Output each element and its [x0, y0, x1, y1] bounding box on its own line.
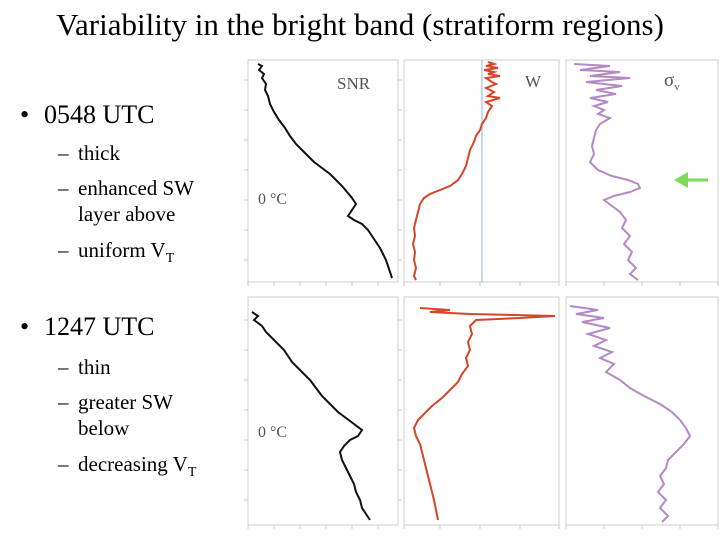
panel-frame-snr-bottom: [247, 296, 399, 526]
sub-item-text: thin: [78, 355, 111, 379]
sub-item-text: decreasing V: [78, 452, 188, 476]
panel-frame-sigma-top: [565, 59, 719, 283]
snr-profile-top: [257, 63, 393, 279]
sub-item-text: enhanced SW: [78, 176, 195, 200]
sub-item-greater-sw: – greater SW below: [58, 389, 173, 441]
sub-item-text-cont: below: [78, 416, 130, 440]
w-profile-top: [411, 61, 501, 281]
bullet-0548-utc: • 0548 UTC: [20, 100, 155, 130]
label-snr: SNR: [337, 74, 371, 93]
sigma-profile-top: [573, 63, 642, 281]
sub-item-text-cont: layer above: [78, 202, 176, 226]
bullet-label: 1247 UTC: [44, 312, 155, 341]
dash: –: [58, 238, 69, 262]
bullet-dot: •: [20, 312, 30, 341]
freezing-level-label-bottom: 0 °C: [258, 424, 287, 441]
sub-item-text: greater SW: [78, 390, 174, 414]
panel-frame-sigma-bottom: [565, 296, 719, 526]
subscript: T: [165, 251, 175, 267]
panel-ticks: [244, 79, 719, 529]
bullet-dot: •: [20, 100, 30, 129]
sub-item-thin: – thin: [58, 354, 111, 380]
slide-title: Variability in the bright band (stratifo…: [56, 7, 664, 42]
freezing-level-label-top: 0 °C: [258, 191, 287, 208]
panel-frame-w-bottom: [403, 296, 560, 526]
panel-frame-snr-top: [247, 59, 399, 283]
sub-item-uniform-vt: – uniform VT: [58, 237, 174, 272]
label-sigma: σv: [664, 70, 680, 93]
dash: –: [58, 390, 69, 414]
sub-item-text: uniform V: [78, 238, 166, 262]
dash: –: [58, 141, 69, 165]
sub-item-thick: – thick: [58, 140, 120, 166]
sub-item-decreasing-vt: – decreasing VT: [58, 451, 196, 486]
dash: –: [58, 176, 69, 200]
snr-profile-bottom: [251, 311, 371, 521]
bullet-1247-utc: • 1247 UTC: [20, 312, 155, 342]
panel-frames: [247, 59, 719, 526]
bullet-label: 0548 UTC: [44, 100, 155, 129]
w-profile-bottom: [412, 307, 556, 521]
label-w: W: [525, 72, 542, 91]
sub-item-text: thick: [78, 141, 120, 165]
subscript: T: [187, 465, 197, 481]
dash: –: [58, 355, 69, 379]
sigma-profile-bottom: [569, 305, 692, 523]
dash: –: [58, 452, 69, 476]
arrow-icon: [674, 172, 708, 188]
sub-item-enhanced-sw: – enhanced SW layer above: [58, 175, 194, 227]
